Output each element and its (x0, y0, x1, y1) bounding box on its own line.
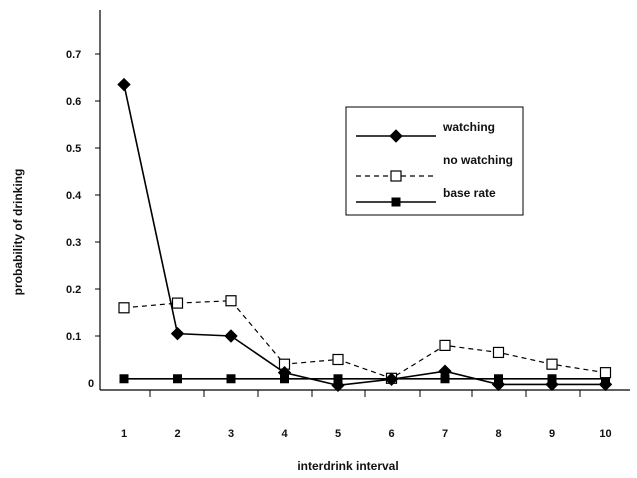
x-tick-label: 6 (388, 428, 394, 440)
x-tick-label: 3 (228, 428, 234, 440)
data-point-watching (491, 377, 506, 392)
data-point-no-watching (332, 353, 344, 366)
x-tick-label: 1 (121, 428, 127, 440)
y-axis-ticks: 0 0.1 0.2 0.3 0.4 0.5 0.6 0.7 (66, 49, 100, 390)
legend-marker-no-watching (390, 170, 402, 182)
data-point-base-rate (173, 374, 182, 384)
x-axis-title: interdrink interval (297, 459, 398, 473)
data-point-no-watching (171, 297, 184, 309)
legend-marker-base-rate (391, 197, 401, 207)
y-tick-label: 0.3 (66, 237, 81, 249)
series-watching (117, 77, 613, 393)
legend-items: watching no watching base rate (356, 120, 513, 207)
x-tick-label: 10 (599, 428, 611, 440)
legend: watching no watching base rate (345, 106, 524, 216)
y-tick-label: 0.4 (66, 190, 82, 202)
data-point-base-rate (119, 374, 129, 384)
data-point-watching (545, 377, 559, 392)
data-point-watching (224, 329, 238, 343)
x-tick-label: 7 (442, 428, 448, 440)
data-point-no-watching (492, 346, 505, 359)
data-point-no-watching (546, 358, 558, 370)
data-point-watching (170, 326, 185, 341)
data-point-watching (277, 365, 292, 380)
y-tick-label: 0.6 (66, 96, 81, 108)
legend-label-base-rate: base rate (443, 186, 496, 200)
series-line-no-watching (123, 300, 606, 379)
x-tick-label: 4 (281, 428, 288, 440)
x-tick-label: 5 (335, 428, 341, 440)
x-tick-label: 2 (174, 428, 180, 440)
data-point-watching (384, 372, 399, 386)
data-point-watching (331, 378, 345, 393)
data-point-base-rate (226, 374, 236, 384)
legend-marker-watching (389, 129, 403, 143)
y-tick-label: 0.2 (66, 284, 81, 296)
data-point-no-watching (118, 302, 130, 314)
x-tick-label: 9 (549, 428, 555, 440)
legend-label-no-watching: no watching (443, 153, 513, 167)
data-point-watching (438, 364, 452, 378)
x-tick-label: 8 (495, 428, 501, 440)
y-tick-label: 0.1 (66, 331, 81, 343)
data-point-no-watching (439, 339, 451, 351)
y-tick-label: 0.5 (66, 143, 81, 155)
data-point-watching (117, 77, 131, 92)
data-point-no-watching (225, 295, 237, 307)
legend-label-watching: watching (442, 120, 495, 134)
y-tick-label: 0.7 (66, 49, 81, 61)
series-line-watching (123, 84, 606, 387)
legend-box (345, 106, 524, 216)
y-axis-title: probability of drinking (11, 169, 25, 296)
data-point-watching (598, 377, 613, 392)
y-tick-label: 0 (88, 378, 94, 390)
series-layer (117, 77, 613, 393)
data-point-no-watching (599, 367, 612, 379)
x-axis-ticks: 1 2 3 4 5 6 7 8 9 10 (121, 390, 612, 440)
